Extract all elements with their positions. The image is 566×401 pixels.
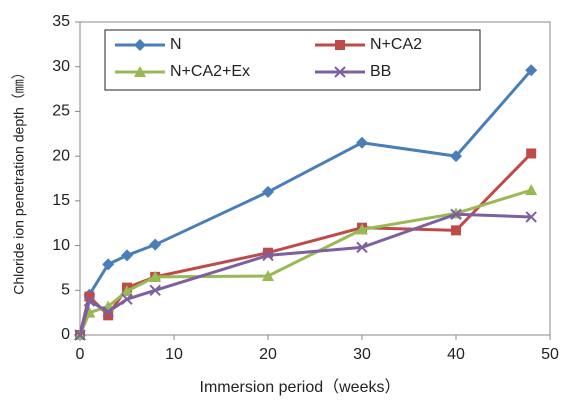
- x-tick-label: 40: [447, 346, 465, 363]
- marker: [356, 241, 368, 254]
- y-tick-label: 10: [52, 237, 70, 254]
- marker: [84, 291, 95, 302]
- marker: [134, 39, 146, 51]
- marker: [334, 66, 346, 78]
- marker: [451, 225, 461, 236]
- marker: [356, 223, 368, 235]
- plot-border: [79, 21, 551, 336]
- y-tick-label: 5: [61, 282, 70, 299]
- marker: [356, 136, 368, 149]
- y-tick-label: 20: [52, 147, 70, 164]
- marker: [121, 285, 133, 297]
- marker: [149, 238, 162, 251]
- x-axis-label: Immersion period（weeks）: [200, 378, 401, 396]
- legend-label: BB: [370, 63, 391, 80]
- marker: [525, 184, 538, 196]
- series-line: [78, 69, 533, 336]
- marker: [263, 247, 273, 258]
- marker: [149, 270, 162, 282]
- marker: [450, 208, 462, 220]
- marker: [121, 293, 133, 305]
- x-tick-label: 20: [259, 346, 277, 363]
- y-tick-label: 35: [52, 13, 70, 30]
- legend-box: [104, 29, 481, 91]
- marker: [262, 249, 274, 262]
- marker: [134, 66, 146, 77]
- marker: [149, 284, 161, 296]
- marker: [102, 306, 114, 318]
- x-tick-label: 50: [541, 346, 559, 363]
- series-line: [78, 212, 532, 336]
- y-tick-label: 0: [61, 326, 70, 343]
- legend-label: N+CA2: [370, 36, 422, 53]
- marker: [102, 258, 115, 271]
- x-tick-label: 30: [353, 346, 371, 363]
- marker: [262, 185, 274, 198]
- y-tick-label: 25: [52, 103, 70, 120]
- marker: [121, 249, 133, 262]
- marker: [335, 40, 345, 50]
- series-line: [78, 152, 533, 336]
- marker: [262, 269, 274, 281]
- legend-label: N+CA2+Ex: [170, 63, 250, 80]
- marker: [103, 310, 114, 321]
- marker: [450, 150, 462, 163]
- y-tick-label: 15: [52, 192, 70, 209]
- marker: [525, 211, 537, 223]
- marker: [83, 295, 96, 307]
- x-tick-label: 10: [165, 346, 183, 363]
- marker: [526, 148, 537, 159]
- x-tick-label: 0: [76, 346, 85, 363]
- y-axis-label: Chloride ion penetration depth（㎜）: [11, 65, 27, 295]
- marker: [525, 64, 538, 77]
- series-line: [78, 188, 532, 336]
- y-tick-label: 30: [52, 58, 70, 75]
- marker: [74, 329, 86, 341]
- legend-label: N: [170, 36, 182, 53]
